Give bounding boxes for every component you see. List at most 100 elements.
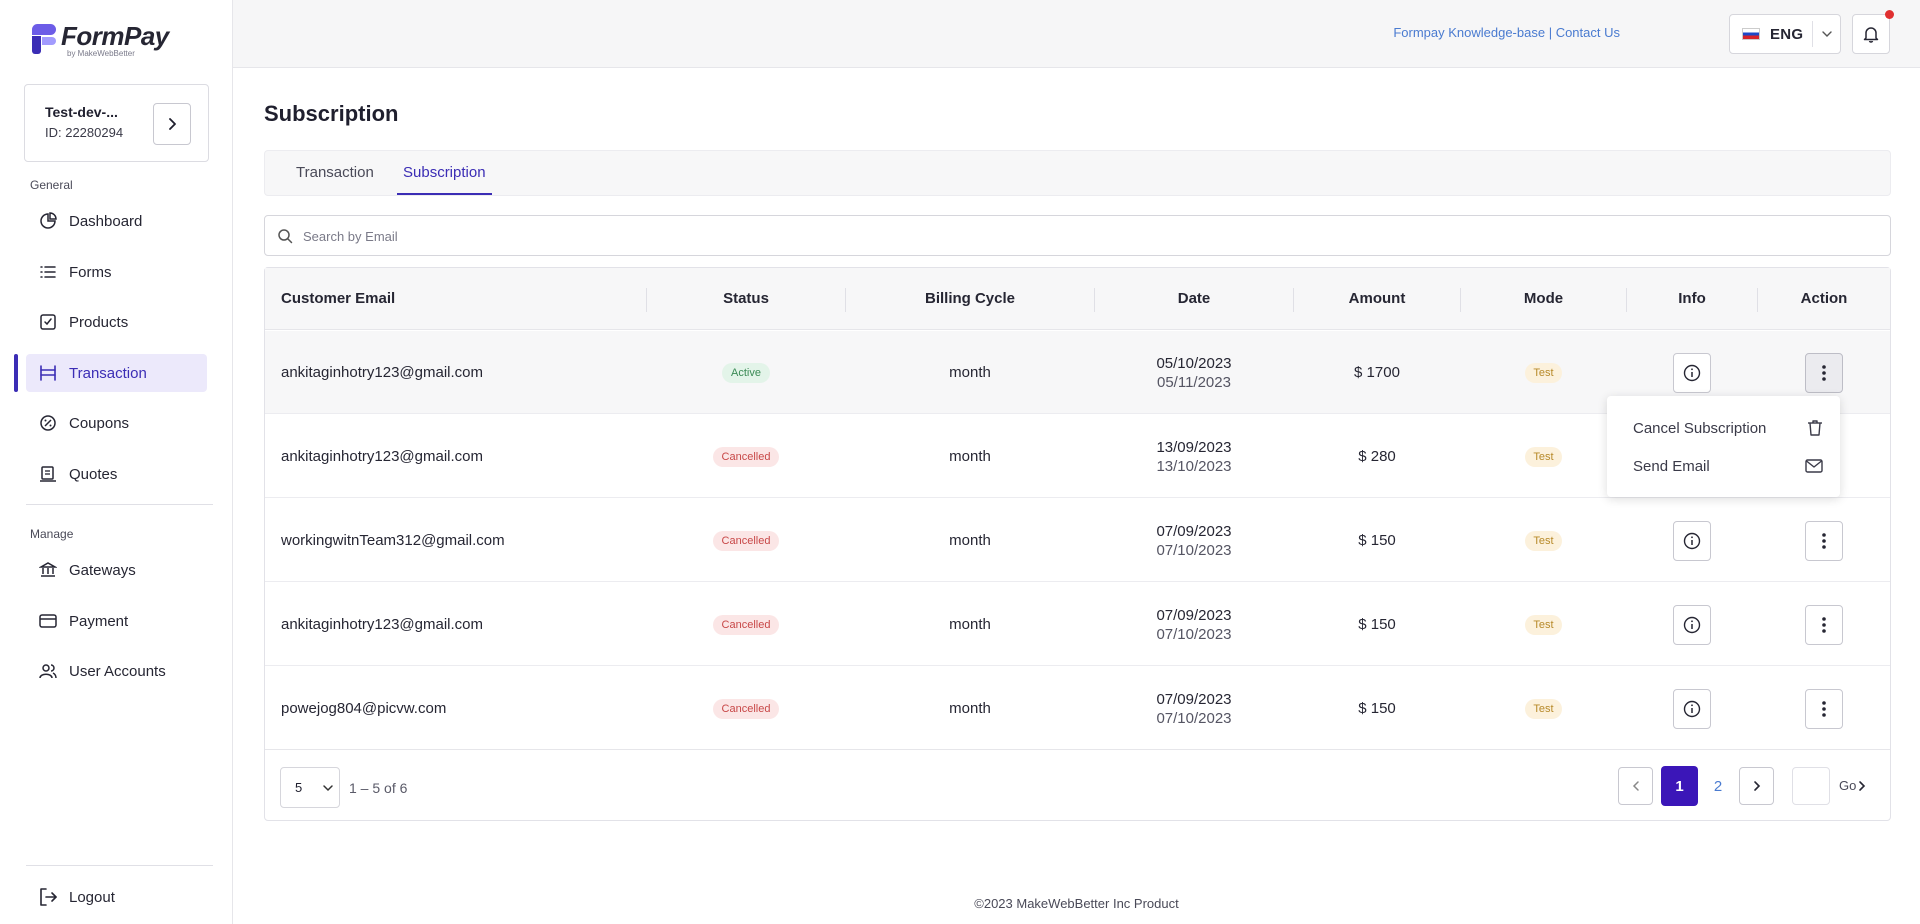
sidebar-item-quotes[interactable]: Quotes (26, 455, 207, 493)
cancel-subscription-menu-item[interactable]: Cancel Subscription (1633, 413, 1823, 443)
info-button[interactable] (1673, 352, 1711, 393)
card-icon (38, 611, 58, 631)
date-range: 05/10/2023 05/11/2023 (1156, 354, 1231, 392)
customer-email: ankitaginhotry123@gmail.com (281, 448, 483, 465)
info-button[interactable] (1673, 604, 1711, 645)
sidebar-item-label: Quotes (69, 465, 118, 483)
language-select[interactable]: ENG (1729, 14, 1841, 54)
send-email-menu-item[interactable]: Send Email (1633, 451, 1823, 481)
info-button[interactable] (1673, 520, 1711, 561)
mode-badge: Test (1525, 446, 1562, 467)
search-input[interactable] (303, 224, 1803, 248)
start-date: 07/09/2023 (1156, 606, 1232, 624)
amount: $ 280 (1358, 448, 1396, 465)
flag-icon (1742, 28, 1760, 40)
go-to-page-input[interactable] (1792, 767, 1830, 805)
quotes-icon (38, 464, 58, 484)
select-divider (1812, 21, 1813, 47)
formpay-logo[interactable]: FormPay by MakeWebBetter (30, 22, 169, 58)
chevron-right-icon (1753, 781, 1760, 791)
sidebar-item-gateways[interactable]: Gateways (26, 551, 207, 589)
table-row: ankitaginhotry123@gmail.com Cancelled mo… (265, 415, 1890, 498)
column-divider (1460, 288, 1461, 312)
more-actions-button[interactable] (1805, 352, 1843, 393)
knowledge-base-link[interactable]: Formpay Knowledge-base (1393, 25, 1546, 40)
column-header-status: Status (723, 290, 769, 307)
language-value: ENG (1770, 25, 1804, 43)
info-button[interactable] (1673, 688, 1711, 729)
chevron-down-icon (1822, 31, 1832, 37)
column-divider (646, 288, 647, 312)
coupon-icon (38, 413, 58, 433)
sidebar-item-label: User Accounts (69, 662, 166, 680)
tab-transaction[interactable]: Transaction (296, 164, 374, 181)
column-divider (1094, 288, 1095, 312)
column-header-billing-cycle: Billing Cycle (924, 290, 1016, 307)
amount: $ 150 (1358, 532, 1396, 549)
column-header-date: Date (1177, 290, 1211, 307)
more-actions-button[interactable] (1805, 688, 1843, 729)
go-label: Go (1839, 778, 1857, 793)
product-box-icon (38, 312, 58, 332)
next-page-button[interactable] (1739, 767, 1774, 805)
sidebar-item-label: Products (69, 313, 129, 331)
previous-page-button[interactable] (1618, 767, 1653, 805)
more-actions-button[interactable] (1805, 520, 1843, 561)
sidebar-item-label: Coupons (69, 414, 130, 432)
info-icon (1683, 532, 1701, 549)
start-date: 07/09/2023 (1156, 522, 1232, 540)
end-date: 13/10/2023 (1156, 457, 1232, 475)
page-button-1[interactable]: 1 (1661, 766, 1698, 806)
sidebar-item-forms[interactable]: Forms (26, 253, 207, 291)
sidebar-item-dashboard[interactable]: Dashboard (26, 202, 207, 240)
rows-per-page-value: 5 (295, 780, 303, 795)
rows-per-page-select[interactable]: 5 (280, 767, 340, 808)
column-header-info: Info (1678, 290, 1706, 307)
sidebar-item-label: Gateways (69, 561, 136, 579)
billing-cycle: month (949, 448, 991, 465)
account-switch-button[interactable] (153, 103, 191, 145)
column-header-customer-email: Customer Email (281, 290, 396, 307)
customer-email: workingwitnTeam312@gmail.com (281, 532, 505, 549)
account-name: Test-dev-... (45, 104, 118, 120)
bank-icon (38, 560, 58, 580)
page-range-text: 1 – 5 of 6 (349, 780, 408, 796)
mode-badge: Test (1525, 362, 1562, 383)
menu-item-label: Cancel Subscription (1633, 419, 1767, 437)
billing-cycle: month (949, 700, 991, 717)
billing-cycle: month (949, 616, 991, 633)
status-badge: Cancelled (712, 530, 780, 551)
logout-icon (38, 887, 58, 907)
customer-email: ankitaginhotry123@gmail.com (281, 616, 483, 633)
mode-badge: Test (1525, 614, 1562, 635)
chevron-right-icon (169, 118, 176, 130)
column-divider (845, 288, 846, 312)
table-row: ankitaginhotry123@gmail.com Cancelled mo… (265, 583, 1890, 666)
more-vertical-icon (1822, 364, 1826, 381)
action-dropdown-menu: Cancel Subscription Send Email (1607, 396, 1840, 497)
logout-button[interactable]: Logout (26, 878, 213, 916)
sidebar-item-transaction[interactable]: Transaction (26, 354, 207, 392)
bell-icon (1863, 27, 1879, 43)
tab-subscription[interactable]: Subscription (397, 151, 492, 195)
more-vertical-icon (1822, 700, 1826, 717)
sidebar-divider (26, 865, 213, 866)
column-header-amount: Amount (1348, 290, 1406, 307)
sidebar-item-products[interactable]: Products (26, 303, 207, 341)
sidebar-item-payment[interactable]: Payment (26, 602, 207, 640)
go-button[interactable]: Go (1839, 778, 1868, 793)
pagination-bar: 5 1 – 5 of 6 1 2 Go (265, 749, 1890, 820)
more-actions-button[interactable] (1805, 604, 1843, 645)
date-range: 07/09/2023 07/10/2023 (1156, 690, 1231, 728)
sidebar-item-label: Dashboard (69, 212, 143, 230)
contact-us-link[interactable]: Contact Us (1555, 25, 1620, 40)
sidebar-item-coupons[interactable]: Coupons (26, 404, 207, 442)
page-button-2[interactable]: 2 (1713, 777, 1723, 795)
account-id: ID: 22280294 (45, 125, 124, 140)
mail-icon (1805, 459, 1823, 473)
menu-item-label: Send Email (1633, 457, 1710, 475)
notifications-button[interactable] (1852, 10, 1894, 54)
notification-dot (1885, 10, 1894, 19)
formpay-logo-icon (30, 22, 58, 56)
sidebar-item-user-accounts[interactable]: User Accounts (26, 652, 207, 690)
